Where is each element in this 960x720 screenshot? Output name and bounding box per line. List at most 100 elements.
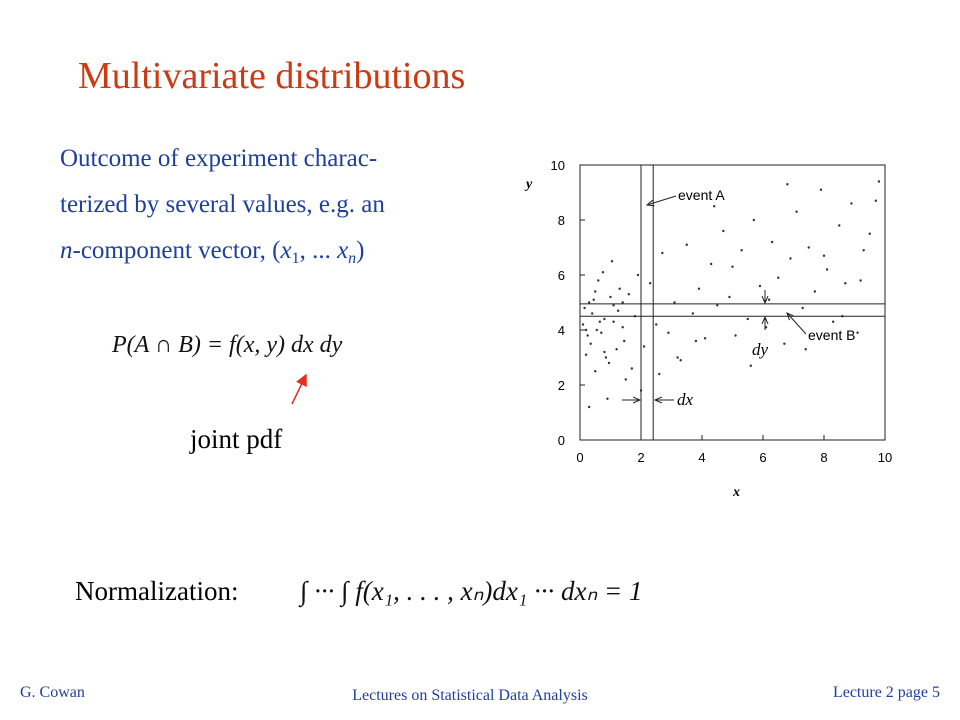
point bbox=[767, 298, 771, 301]
y-tick-label: 10 bbox=[551, 158, 565, 173]
y-tick-label: 2 bbox=[558, 378, 565, 393]
point bbox=[587, 301, 591, 304]
x-tick-label: 2 bbox=[637, 450, 644, 465]
formula: P(A ∩ B) = f(x, y) dx dy bbox=[111, 332, 343, 358]
point bbox=[749, 364, 752, 367]
x-tick-label: 10 bbox=[878, 450, 892, 465]
point bbox=[584, 353, 588, 356]
annotation-arrow bbox=[647, 195, 677, 205]
point bbox=[655, 323, 658, 326]
y-tick-label: 8 bbox=[558, 213, 565, 228]
point bbox=[874, 199, 878, 202]
point bbox=[859, 279, 862, 282]
point bbox=[595, 328, 598, 332]
point bbox=[709, 262, 713, 266]
point bbox=[636, 273, 640, 277]
point bbox=[856, 331, 859, 334]
point bbox=[658, 372, 661, 376]
point bbox=[697, 287, 701, 290]
point bbox=[584, 328, 588, 332]
y-tick-label: 6 bbox=[558, 268, 565, 283]
point bbox=[850, 202, 853, 205]
point bbox=[713, 205, 716, 208]
x-tick-label: 4 bbox=[698, 450, 705, 465]
point bbox=[804, 348, 807, 351]
point bbox=[691, 312, 695, 315]
body-line: Outcome of experiment charac- bbox=[60, 145, 377, 172]
y-tick-label: 4 bbox=[558, 323, 565, 338]
point bbox=[783, 342, 786, 345]
point bbox=[610, 260, 614, 263]
point bbox=[589, 342, 592, 345]
point bbox=[587, 405, 591, 409]
body-line: n-component vector, (x1, ... xn) bbox=[60, 237, 365, 267]
point bbox=[825, 268, 829, 271]
normalization-formula: ∫ ··· ∫ f(x₁, . . . , xₙ)dx₁ ··· dxₙ = 1 bbox=[298, 576, 642, 608]
point bbox=[746, 317, 749, 321]
point bbox=[676, 356, 679, 359]
point bbox=[685, 243, 688, 246]
text-part: 1 bbox=[292, 250, 300, 267]
text-part: n bbox=[60, 237, 73, 264]
point bbox=[609, 295, 612, 299]
point bbox=[734, 334, 737, 337]
point bbox=[813, 290, 817, 293]
point bbox=[627, 293, 630, 296]
y-axis-label: y bbox=[524, 177, 533, 192]
text-part: x bbox=[279, 237, 291, 264]
annotation: dx bbox=[677, 390, 694, 409]
point bbox=[600, 331, 603, 334]
point bbox=[598, 320, 602, 323]
point bbox=[594, 370, 597, 373]
point bbox=[607, 361, 611, 365]
point bbox=[703, 337, 707, 340]
body-line: terized by several values, e.g. an bbox=[60, 191, 385, 218]
point bbox=[822, 254, 826, 257]
point bbox=[618, 287, 621, 290]
text-part: -component vector, ( bbox=[73, 237, 281, 264]
point bbox=[623, 339, 626, 343]
point bbox=[716, 304, 719, 307]
point bbox=[770, 240, 774, 244]
point bbox=[752, 218, 756, 222]
point bbox=[819, 188, 823, 191]
point bbox=[597, 279, 600, 282]
x-axis-label: x bbox=[732, 485, 740, 500]
point bbox=[621, 301, 624, 304]
arrow bbox=[291, 373, 307, 405]
point bbox=[844, 282, 847, 285]
point bbox=[758, 284, 762, 288]
annotation: event A bbox=[678, 187, 725, 203]
point bbox=[642, 345, 646, 348]
normalization-label: Normalization: bbox=[75, 576, 238, 606]
chart: 0 2 4 6 8 10 0 2 4 6 8 10 x y event A event B dy dx bbox=[524, 158, 892, 500]
point bbox=[592, 298, 595, 301]
point bbox=[612, 320, 615, 323]
point bbox=[740, 249, 743, 252]
text-part: , ... bbox=[300, 237, 338, 264]
point bbox=[648, 282, 652, 285]
point bbox=[612, 304, 615, 307]
point bbox=[630, 367, 634, 370]
point bbox=[591, 312, 594, 315]
point bbox=[728, 295, 731, 299]
point bbox=[581, 323, 585, 326]
point bbox=[583, 306, 586, 310]
point bbox=[616, 309, 620, 312]
footer-center: Lectures on Statistical Data Analysis bbox=[352, 687, 588, 704]
point bbox=[603, 350, 606, 354]
point bbox=[722, 229, 725, 233]
point bbox=[795, 210, 798, 213]
point bbox=[673, 301, 676, 304]
x-tick-label: 8 bbox=[820, 450, 827, 465]
point bbox=[603, 317, 606, 321]
point bbox=[615, 348, 618, 351]
point bbox=[604, 356, 608, 359]
body-text: Outcome of experiment charac- terized by… bbox=[60, 145, 385, 267]
point bbox=[679, 359, 682, 362]
point bbox=[624, 378, 627, 381]
point bbox=[731, 265, 734, 268]
joint-label: joint pdf bbox=[189, 424, 282, 454]
point bbox=[801, 306, 804, 310]
